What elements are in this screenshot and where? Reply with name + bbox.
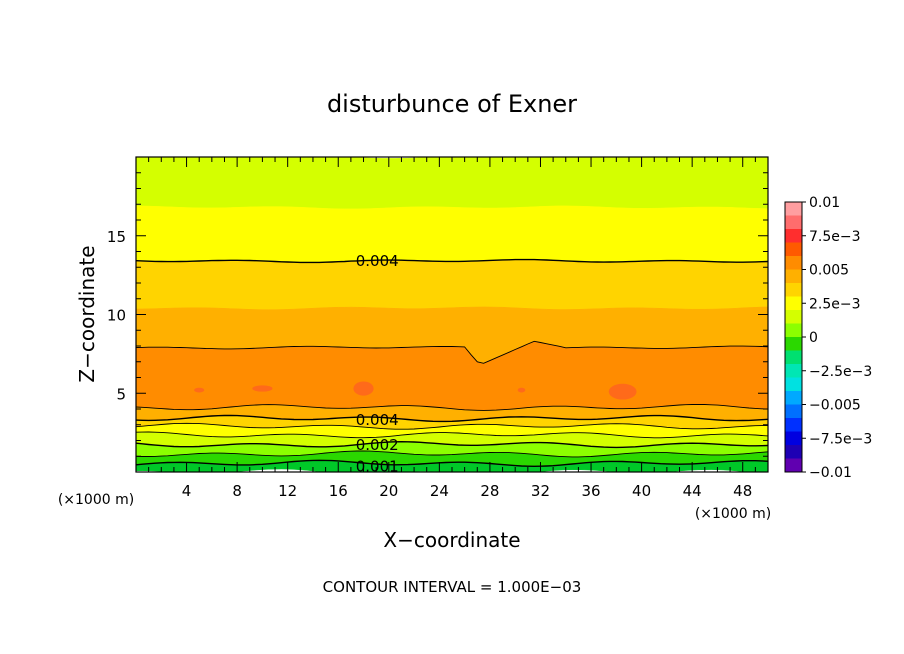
contour-label: 0.004 bbox=[356, 252, 399, 270]
contour-line bbox=[136, 459, 768, 468]
contour-label: 0.004 bbox=[356, 411, 399, 429]
colorbar-swatch bbox=[785, 337, 802, 351]
colorbar-swatch bbox=[785, 202, 802, 216]
colorbar-tick-label: −0.01 bbox=[809, 465, 852, 481]
colorbar-tick-label: 7.5e−3 bbox=[809, 229, 861, 245]
x-tick-label: 32 bbox=[531, 482, 550, 500]
contour-labels: 0.004 0.004 0.002 0.001 bbox=[356, 252, 399, 476]
x-axis-label: X−coordinate bbox=[383, 528, 520, 552]
contour-line bbox=[136, 431, 768, 439]
contour-label: 0.001 bbox=[356, 457, 399, 475]
x-tick-label: 36 bbox=[581, 482, 600, 500]
colorbar-swatch bbox=[785, 256, 802, 270]
colorbar-swatch bbox=[785, 350, 802, 365]
field-band bbox=[136, 157, 768, 210]
contour-lines bbox=[136, 258, 768, 468]
contour-line bbox=[136, 440, 768, 449]
field-spot bbox=[194, 387, 205, 393]
colorbar-swatch bbox=[785, 283, 802, 297]
field-spot bbox=[608, 383, 637, 400]
y-axis-unit: (×1000 m) bbox=[58, 492, 134, 508]
x-axis-ticks: 4 8 12 16 20 24 28 32 36 40 44 48 bbox=[148, 157, 756, 500]
x-tick-label: 28 bbox=[480, 482, 499, 500]
contour-interval-note: CONTOUR INTERVAL = 1.000E−03 bbox=[323, 578, 582, 596]
x-tick-label: 4 bbox=[182, 482, 192, 500]
colorbar-swatch bbox=[785, 431, 802, 446]
contour-line bbox=[136, 403, 768, 411]
colorbar-swatch bbox=[785, 310, 802, 324]
colorbar-swatch bbox=[785, 377, 802, 392]
field-spot bbox=[252, 385, 273, 392]
y-axis-ticks: 5 10 15 bbox=[107, 172, 768, 457]
x-tick-label: 40 bbox=[632, 482, 651, 500]
x-tick-label: 8 bbox=[232, 482, 242, 500]
contour-line bbox=[136, 450, 768, 458]
x-tick-label: 24 bbox=[430, 482, 449, 500]
colorbar-tick-label: −7.5e−3 bbox=[809, 431, 872, 447]
colorbar-swatch bbox=[785, 364, 802, 378]
colorbar-tick-label: 0.005 bbox=[809, 263, 849, 279]
field-band bbox=[136, 341, 768, 411]
y-tick-label: 5 bbox=[116, 385, 126, 403]
colorbar-tick-label: 2.5e−3 bbox=[809, 296, 861, 312]
colorbar-tick-labels: 0.01 7.5e−3 0.005 2.5e−3 0 −2.5e−3 −0.005 −7.5e… bbox=[802, 195, 872, 481]
field-band bbox=[136, 259, 768, 310]
field-spot bbox=[517, 387, 526, 393]
field-spot bbox=[353, 381, 374, 396]
colorbar-swatch bbox=[785, 458, 802, 473]
colorbar-swatch bbox=[785, 323, 802, 338]
field-band bbox=[136, 205, 768, 263]
colorbar-swatch bbox=[785, 229, 802, 243]
colorbar-swatch bbox=[785, 296, 802, 311]
y-tick-label: 15 bbox=[107, 228, 126, 246]
chart-title: disturbunce of Exner bbox=[327, 90, 577, 118]
colorbar-tick-label: −0.005 bbox=[809, 398, 861, 414]
colorbar-swatch bbox=[785, 404, 802, 419]
contour-field bbox=[136, 157, 768, 472]
colorbar-swatch bbox=[785, 269, 802, 284]
contour-label: 0.002 bbox=[356, 436, 399, 454]
colorbar-swatch bbox=[785, 418, 802, 432]
contour-line bbox=[136, 258, 768, 264]
colorbar-tick-label: 0 bbox=[809, 330, 818, 346]
colorbar-swatch bbox=[785, 242, 802, 257]
y-axis-label: Z−coordinate bbox=[75, 245, 99, 382]
colorbar-swatch bbox=[785, 391, 802, 405]
x-tick-label: 48 bbox=[733, 482, 752, 500]
x-axis-unit: (×1000 m) bbox=[695, 506, 771, 522]
y-tick-label: 10 bbox=[107, 307, 126, 325]
x-tick-label: 12 bbox=[278, 482, 297, 500]
x-tick-label: 20 bbox=[379, 482, 398, 500]
colorbar-swatch bbox=[785, 215, 802, 230]
colorbar-tick-label: −2.5e−3 bbox=[809, 364, 872, 380]
colorbar-swatch bbox=[785, 445, 802, 459]
contour-line bbox=[136, 414, 768, 423]
colorbar bbox=[784, 201, 803, 473]
x-tick-label: 16 bbox=[329, 482, 348, 500]
colorbar-tick-label: 0.01 bbox=[809, 195, 840, 211]
x-tick-label: 44 bbox=[683, 482, 702, 500]
contour-line bbox=[136, 422, 768, 430]
contour-line bbox=[136, 340, 768, 364]
